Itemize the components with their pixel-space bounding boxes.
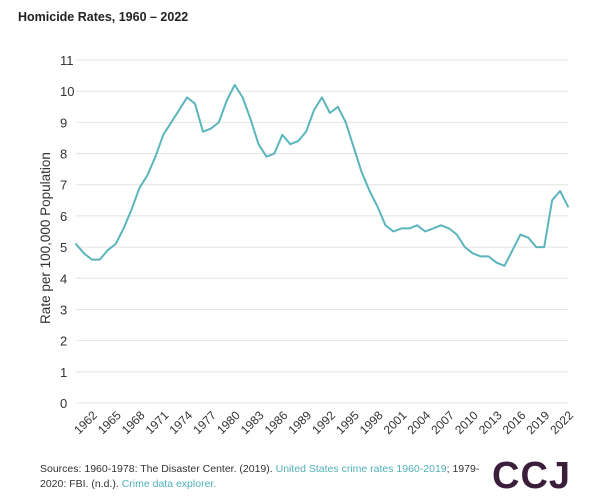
x-tick-label: 1968 [119,408,148,437]
x-tick-label: 2004 [405,408,434,437]
y-tick-label: 5 [60,240,67,255]
x-tick-label: 1980 [214,408,243,437]
sources-text-2: ; 1979-2020: FBI. (n.d.). [40,463,480,490]
y-tick-label: 9 [60,115,67,130]
x-tick-label: 1983 [238,408,267,437]
x-tick-label: 1962 [71,408,100,437]
chart-title: Homicide Rates, 1960 – 2022 [18,10,189,24]
x-tick-label: 1971 [143,408,172,437]
gridlines [76,59,568,404]
y-axis-ticks: 0 1 2 3 4 5 6 7 8 9 10 11 [60,53,74,411]
x-tick-label: 2007 [428,408,457,437]
x-axis-ticks: 1962196519681971197419771980198319861989… [71,408,576,437]
source-link-crime-data-explorer[interactable]: Crime data explorer. [121,478,217,490]
y-tick-label: 3 [60,302,67,317]
x-tick-label: 1974 [166,408,195,437]
y-tick-label: 7 [60,178,67,193]
source-link-crime-rates[interactable]: United States crime rates 1960-2019 [275,463,447,475]
y-tick-label: 6 [60,209,67,224]
y-tick-label: 10 [60,84,74,99]
x-tick-label: 1977 [190,408,219,437]
x-tick-label: 1995 [333,408,362,437]
x-tick-label: 1998 [357,408,386,437]
sources-text: Sources: 1960-1978: The Disaster Center.… [40,463,276,475]
y-axis-label: Rate per 100,000 Population [38,152,53,324]
x-tick-label: 1989 [285,408,314,437]
x-tick-label: 2010 [452,408,481,437]
x-tick-label: 1992 [309,408,338,437]
sources-note: Sources: 1960-1978: The Disaster Center.… [40,462,480,492]
x-tick-label: 2022 [547,408,576,437]
x-tick-label: 1986 [262,408,291,437]
y-tick-label: 4 [60,271,67,286]
ccj-logo: CCJ [492,455,572,497]
x-tick-label: 2016 [500,408,529,437]
x-tick-label: 1965 [95,408,124,437]
y-tick-label: 11 [60,53,74,68]
y-tick-label: 8 [60,147,67,162]
x-tick-label: 2013 [476,408,505,437]
x-tick-label: 2001 [381,408,410,437]
y-tick-label: 0 [60,396,67,411]
homicide-rate-line [75,83,569,267]
y-tick-label: 1 [60,365,67,380]
y-tick-label: 2 [60,334,67,349]
x-tick-label: 2019 [524,408,553,437]
